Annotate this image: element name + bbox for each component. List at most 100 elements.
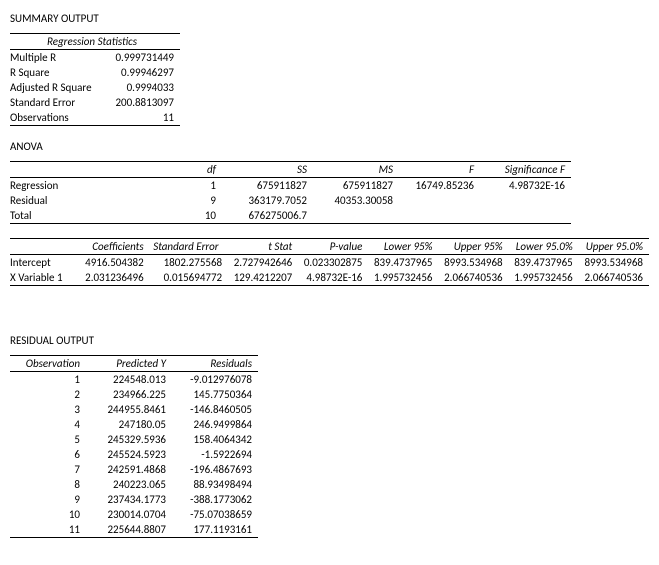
anova-sigf: 4.98732E-16 <box>480 178 571 194</box>
table-row: 11225644.8807177.1193161 <box>10 522 258 538</box>
anova-sigf <box>480 193 571 208</box>
coef-value: 2.031236496 <box>80 270 150 286</box>
anova-title: ANOVA <box>10 140 649 153</box>
anova-ms: 40353.30058 <box>313 193 399 208</box>
table-row: Observations11 <box>10 110 180 126</box>
stat-value: 0.99946297 <box>108 65 180 80</box>
table-row: 3244955.8461-146.8460505 <box>10 402 258 417</box>
coef-col-pvalue: P-value <box>298 239 368 255</box>
anova-df: 1 <box>126 178 222 194</box>
res-res: -9.012976078 <box>172 372 258 388</box>
coef-stderr: 0.015694772 <box>150 270 228 286</box>
coef-l95p: 839.4737965 <box>509 255 579 271</box>
table-row: 6245524.5923-1.5922694 <box>10 447 258 462</box>
res-col-pred: Predicted Y <box>86 356 172 372</box>
coef-col-upper95: Upper 95% <box>439 239 509 255</box>
res-obs: 2 <box>10 387 86 402</box>
stat-label: Multiple R <box>10 50 108 66</box>
res-col-res: Residuals <box>172 356 258 372</box>
res-obs: 5 <box>10 432 86 447</box>
res-obs: 8 <box>10 477 86 492</box>
anova-df: 9 <box>126 193 222 208</box>
coef-label: X Variable 1 <box>10 270 80 286</box>
anova-f <box>399 193 480 208</box>
table-row: Standard Error200.8813097 <box>10 95 180 110</box>
res-col-obs: Observation <box>10 356 86 372</box>
res-res: 158.4064342 <box>172 432 258 447</box>
res-obs: 3 <box>10 402 86 417</box>
table-row: 10230014.0704-75.07038659 <box>10 507 258 522</box>
res-pred: 224548.013 <box>86 372 172 388</box>
table-row: Adjusted R Square0.9994033 <box>10 80 180 95</box>
table-row: R Square0.99946297 <box>10 65 180 80</box>
table-row: X Variable 1 2.031236496 0.015694772 129… <box>10 270 649 286</box>
res-obs: 10 <box>10 507 86 522</box>
stat-label: Adjusted R Square <box>10 80 108 95</box>
coef-l95p: 1.995732456 <box>509 270 579 286</box>
anova-col-sigf: Significance F <box>480 162 571 178</box>
coef-col-blank <box>10 239 80 255</box>
anova-ss: 363179.7052 <box>222 193 313 208</box>
coef-u95p: 8993.534968 <box>579 255 649 271</box>
coef-col-lower95p: Lower 95.0% <box>509 239 579 255</box>
table-row: 8240223.06588.93498494 <box>10 477 258 492</box>
res-res: -196.4867693 <box>172 462 258 477</box>
coef-pvalue: 0.023302875 <box>298 255 368 271</box>
res-res: 145.7750364 <box>172 387 258 402</box>
anova-ms: 675911827 <box>313 178 399 194</box>
table-row: 9237434.1773-388.1773062 <box>10 492 258 507</box>
res-pred: 245329.5936 <box>86 432 172 447</box>
table-row: 2234966.225145.7750364 <box>10 387 258 402</box>
anova-ss: 676275006.7 <box>222 208 313 224</box>
res-pred: 230014.0704 <box>86 507 172 522</box>
res-obs: 6 <box>10 447 86 462</box>
anova-label: Residual <box>10 193 126 208</box>
stat-label: Observations <box>10 110 108 126</box>
coef-pvalue: 4.98732E-16 <box>298 270 368 286</box>
coef-u95: 8993.534968 <box>439 255 509 271</box>
table-row: Intercept 4916.504382 1802.275568 2.7279… <box>10 255 649 271</box>
stat-value: 0.9994033 <box>108 80 180 95</box>
table-row: 4247180.05246.9499864 <box>10 417 258 432</box>
res-obs: 9 <box>10 492 86 507</box>
anova-sigf <box>480 208 571 224</box>
coef-tstat: 129.4212207 <box>228 270 298 286</box>
stat-label: R Square <box>10 65 108 80</box>
table-row: 7242591.4868-196.4867693 <box>10 462 258 477</box>
coef-col-coefficients: Coefficients <box>80 239 150 255</box>
anova-f <box>399 208 480 224</box>
anova-ms <box>313 208 399 224</box>
coef-tstat: 2.727942646 <box>228 255 298 271</box>
table-row: 5245329.5936158.4064342 <box>10 432 258 447</box>
stat-value: 0.999731449 <box>108 50 180 66</box>
anova-col-blank <box>10 162 126 178</box>
table-row: Residual 9 363179.7052 40353.30058 <box>10 193 571 208</box>
res-pred: 247180.05 <box>86 417 172 432</box>
res-pred: 245524.5923 <box>86 447 172 462</box>
coef-label: Intercept <box>10 255 80 271</box>
res-pred: 240223.065 <box>86 477 172 492</box>
coef-col-lower95: Lower 95% <box>368 239 438 255</box>
table-row: 1224548.013-9.012976078 <box>10 372 258 388</box>
coef-l95: 839.4737965 <box>368 255 438 271</box>
anova-df: 10 <box>126 208 222 224</box>
res-res: -146.8460505 <box>172 402 258 417</box>
coef-l95: 1.995732456 <box>368 270 438 286</box>
summary-output-title: SUMMARY OUTPUT <box>10 12 649 25</box>
stat-value: 200.8813097 <box>108 95 180 110</box>
res-res: -75.07038659 <box>172 507 258 522</box>
coef-col-upper95p: Upper 95.0% <box>579 239 649 255</box>
coef-value: 4916.504382 <box>80 255 150 271</box>
stat-label: Standard Error <box>10 95 108 110</box>
anova-col-f: F <box>399 162 480 178</box>
res-pred: 242591.4868 <box>86 462 172 477</box>
regression-statistics-table: Regression Statistics Multiple R0.999731… <box>10 33 180 126</box>
coef-col-tstat: t Stat <box>228 239 298 255</box>
coef-u95: 2.066740536 <box>439 270 509 286</box>
res-pred: 237434.1773 <box>86 492 172 507</box>
res-res: -1.5922694 <box>172 447 258 462</box>
coef-stderr: 1802.275568 <box>150 255 228 271</box>
res-pred: 225644.8807 <box>86 522 172 538</box>
anova-ss: 675911827 <box>222 178 313 194</box>
anova-f: 16749.85236 <box>399 178 480 194</box>
